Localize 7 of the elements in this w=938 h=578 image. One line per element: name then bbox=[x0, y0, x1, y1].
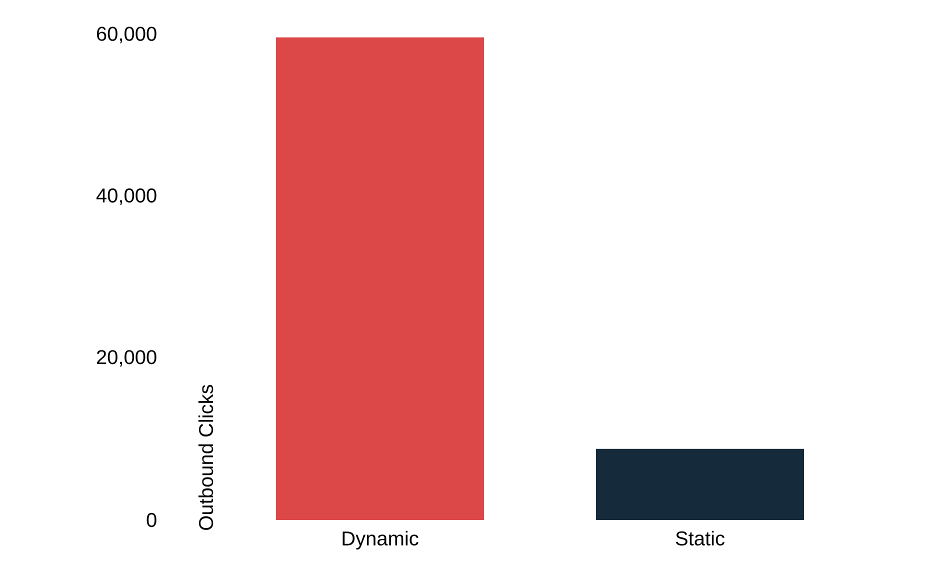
y-tick-label: 60,000 bbox=[96, 26, 156, 44]
y-tick-label: 0 bbox=[146, 512, 156, 528]
x-tick-label: Dynamic bbox=[342, 530, 418, 550]
x-tick-label: Static bbox=[676, 530, 724, 546]
y-tick-label: 40,000 bbox=[96, 188, 156, 205]
y-tick-label: 20,000 bbox=[96, 350, 156, 367]
y-axis-title: Outbound Clicks bbox=[198, 384, 214, 530]
